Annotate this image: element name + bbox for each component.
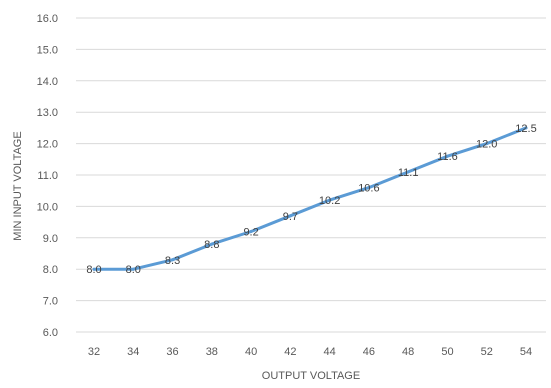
y-tick-label: 6.0 [43,327,58,339]
data-label: 8.8 [204,239,219,251]
y-tick-label: 12.0 [37,139,58,151]
x-tick-label: 54 [520,346,532,358]
data-labels: 8.0 8.0 8.3 8.8 9.2 9.7 10.2 10.6 11.1 11.6 12.0 12… [86,123,536,276]
data-label: 8.0 [126,264,141,276]
y-tick-label: 11.0 [37,170,58,182]
y-tick-label: 10.0 [37,201,58,213]
y-tick-label: 16.0 [37,13,58,25]
data-point [92,267,96,271]
data-label: 11.6 [437,151,458,163]
y-axis-ticks: 6.0 7.0 8.0 9.0 10.0 11.0 12.0 13.0 14.0 15.0 16.0 [37,13,58,339]
y-tick-label: 13.0 [37,107,58,119]
data-point [328,198,332,202]
y-tick-label: 9.0 [43,233,58,245]
data-point [131,267,135,271]
x-tick-label: 38 [206,346,218,358]
data-point [485,142,489,146]
data-point [367,186,371,190]
data-point [249,230,253,234]
series-line [92,126,528,271]
x-axis-title: OUTPUT VOLTAGE [262,370,360,382]
x-axis-ticks: 32 34 36 38 40 42 44 46 48 50 52 54 [88,346,532,358]
data-label: 8.3 [165,255,180,267]
data-point [406,170,410,174]
y-tick-label: 15.0 [37,44,58,56]
x-tick-label: 42 [284,346,296,358]
data-label: 12.0 [476,139,497,151]
y-tick-label: 8.0 [43,264,58,276]
data-point [288,214,292,218]
data-point [445,154,449,158]
data-label: 9.7 [283,211,298,223]
x-tick-label: 48 [402,346,414,358]
x-tick-label: 52 [481,346,493,358]
data-label: 8.0 [86,264,101,276]
y-tick-label: 14.0 [37,76,58,88]
x-tick-label: 34 [127,346,139,358]
y-axis-title: MIN INPUT VOLTAGE [12,131,24,240]
x-tick-label: 40 [245,346,257,358]
series [92,126,528,271]
x-tick-label: 50 [441,346,453,358]
data-label: 11.1 [398,167,419,179]
x-tick-label: 46 [363,346,375,358]
gridlines [76,17,546,333]
data-point [171,258,175,262]
data-label: 9.2 [243,227,258,239]
data-label: 10.2 [319,195,340,207]
data-point [210,242,214,246]
data-label: 10.6 [358,183,379,195]
data-point [524,126,528,130]
x-tick-label: 36 [166,346,178,358]
x-tick-label: 44 [324,346,336,358]
data-label: 12.5 [515,123,536,135]
x-tick-label: 32 [88,346,100,358]
y-tick-label: 7.0 [43,296,58,308]
